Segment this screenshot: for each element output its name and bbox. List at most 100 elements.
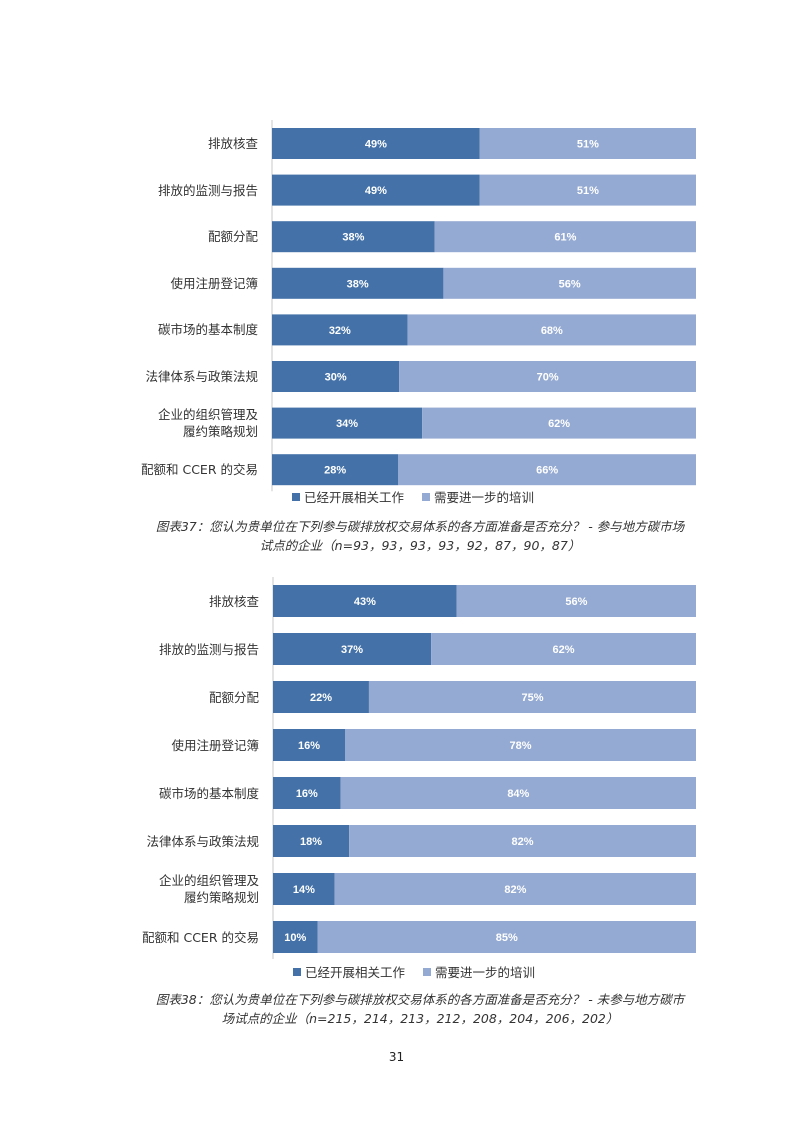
category-label: 法律体系与政策法规 xyxy=(124,368,258,385)
figure-caption-line: 图表37：您认为贵单位在下列参与碳排放权交易体系的各方面准备是否充分？ - 参与… xyxy=(155,519,685,534)
data-label: 51% xyxy=(577,185,599,197)
category-label: 碳市场的基本制度 xyxy=(124,321,258,338)
bar-completed xyxy=(273,825,350,857)
category-label-line: 配额分配 xyxy=(207,229,258,245)
legend-item: 需要进一步的培训 xyxy=(423,962,535,981)
bar-training xyxy=(479,174,696,206)
data-label: 70% xyxy=(537,372,559,384)
data-label: 68% xyxy=(541,325,563,337)
category-label: 配额分配 xyxy=(125,689,259,706)
data-label: 16% xyxy=(296,788,318,800)
data-label: 82% xyxy=(504,884,526,896)
legend-swatch xyxy=(293,967,301,976)
category-label-line: 配额和 CCER 的交易 xyxy=(141,462,258,478)
data-label: 18% xyxy=(300,836,322,848)
data-label: 56% xyxy=(559,278,581,290)
category-label: 使用注册登记簿 xyxy=(124,275,258,292)
legend-label: 需要进一步的培训 xyxy=(435,965,536,980)
bar-training xyxy=(340,777,696,809)
data-label: 16% xyxy=(298,740,320,752)
category-label-line: 履约策略规划 xyxy=(183,890,259,905)
bar-training xyxy=(479,128,696,159)
data-label: 61% xyxy=(554,232,576,244)
category-label-line: 排放核查 xyxy=(207,136,258,151)
chart-plot: 43% 56% 37% 62% 22% 75% 16% 78% 16% 84% 18% 82% 14% 8… xyxy=(272,577,696,959)
figure-caption: 图表37：您认为贵单位在下列参与碳排放权交易体系的各方面准备是否充分？ - 参与… xyxy=(110,517,730,555)
bar-completed xyxy=(273,873,335,905)
category-label: 排放的监测与报告 xyxy=(125,641,259,658)
bar-training xyxy=(334,873,696,905)
bar-training xyxy=(443,267,696,299)
legend: 已经开展相关工作 需要进一步的培训 xyxy=(293,962,553,981)
bar-completed xyxy=(273,681,369,713)
figure-caption-line: 试点的企业（n=93，93，93，93，92，87，90，87） xyxy=(259,538,581,553)
category-label-line: 使用注册登记簿 xyxy=(170,275,258,291)
bar-completed xyxy=(272,454,399,486)
data-label: 32% xyxy=(329,325,351,337)
legend-swatch xyxy=(292,492,300,501)
category-label: 配额和 CCER 的交易 xyxy=(125,929,259,946)
legend-label: 需要进一步的培训 xyxy=(434,490,535,505)
figure-caption-line: 场试点的企业（n=215，214，213，212，208，204，206，202… xyxy=(221,1011,619,1026)
category-label: 配额分配 xyxy=(124,228,258,245)
category-label: 法律体系与政策法规 xyxy=(125,833,259,850)
category-label: 排放核查 xyxy=(125,593,259,610)
category-label-line: 企业的组织管理及 xyxy=(157,407,258,423)
bar-completed xyxy=(273,633,432,665)
data-label: 75% xyxy=(521,692,543,704)
category-label-line: 排放的监测与报告 xyxy=(157,182,258,198)
legend-label: 已经开展相关工作 xyxy=(305,965,406,980)
data-label: 82% xyxy=(512,836,534,848)
bar-completed xyxy=(272,361,400,392)
category-label: 配额和 CCER 的交易 xyxy=(124,461,258,478)
category-label: 使用注册登记簿 xyxy=(125,737,259,754)
legend-swatch xyxy=(422,492,431,501)
legend-label: 已经开展相关工作 xyxy=(304,490,405,505)
category-label-line: 配额分配 xyxy=(208,689,259,705)
data-label: 22% xyxy=(310,692,332,704)
category-label: 排放核查 xyxy=(124,135,258,152)
data-label: 49% xyxy=(365,139,387,151)
legend: 已经开展相关工作 需要进一步的培训 xyxy=(292,487,552,506)
bar-completed xyxy=(273,585,457,617)
category-label: 企业的组织管理及履约策略规划 xyxy=(125,872,259,906)
page-number: 31 xyxy=(388,1050,405,1064)
bar-training xyxy=(422,407,696,439)
data-label: 84% xyxy=(507,788,529,800)
data-label: 34% xyxy=(336,418,358,430)
bar-completed xyxy=(272,128,480,159)
category-label-line: 使用注册登记簿 xyxy=(171,737,259,753)
bar-training xyxy=(349,825,696,857)
chart-38: 43% 56% 37% 62% 22% 75% 16% 78% 16% 84% 18% 82% 14% 8… xyxy=(0,577,793,1026)
category-label-line: 企业的组织管理及 xyxy=(158,873,259,888)
data-label: 10% xyxy=(284,932,306,944)
category-label: 企业的组织管理及 履约策略规划 xyxy=(124,406,258,440)
data-label: 38% xyxy=(347,278,369,290)
data-label: 37% xyxy=(341,644,363,656)
data-label: 38% xyxy=(342,232,364,244)
category-label-line: 排放的监测与报告 xyxy=(158,641,259,657)
legend-item: 已经开展相关工作 xyxy=(292,487,404,506)
chart-37: 49% 51% 49% 51% 38% 61% 38% 56% 32% 68% 30% 70% 34% 6… xyxy=(0,120,793,553)
category-label-line: 履约策略规划 xyxy=(182,424,258,440)
data-label: 56% xyxy=(565,596,587,608)
bar-training xyxy=(368,681,696,713)
bar-completed xyxy=(272,221,435,253)
bar-training xyxy=(398,454,696,486)
bar-training xyxy=(345,729,696,761)
bar-training xyxy=(407,314,696,346)
bar-completed xyxy=(272,314,408,346)
data-label: 62% xyxy=(553,644,575,656)
data-label: 28% xyxy=(324,465,346,477)
category-label: 排放的监测与报告 xyxy=(124,182,258,199)
figure-caption-line: 图表38：您认为贵单位在下列参与碳排放权交易体系的各方面准备是否充分？ - 未参… xyxy=(155,992,685,1007)
legend-item: 需要进一步的培训 xyxy=(422,487,534,506)
data-label: 85% xyxy=(496,932,518,944)
category-label-line: 排放核查 xyxy=(208,593,259,609)
bar-training xyxy=(431,633,696,665)
data-label: 51% xyxy=(577,139,599,151)
bar-completed xyxy=(272,267,444,299)
bar-completed xyxy=(273,777,341,809)
data-label: 49% xyxy=(365,185,387,197)
bar-completed xyxy=(272,174,480,206)
